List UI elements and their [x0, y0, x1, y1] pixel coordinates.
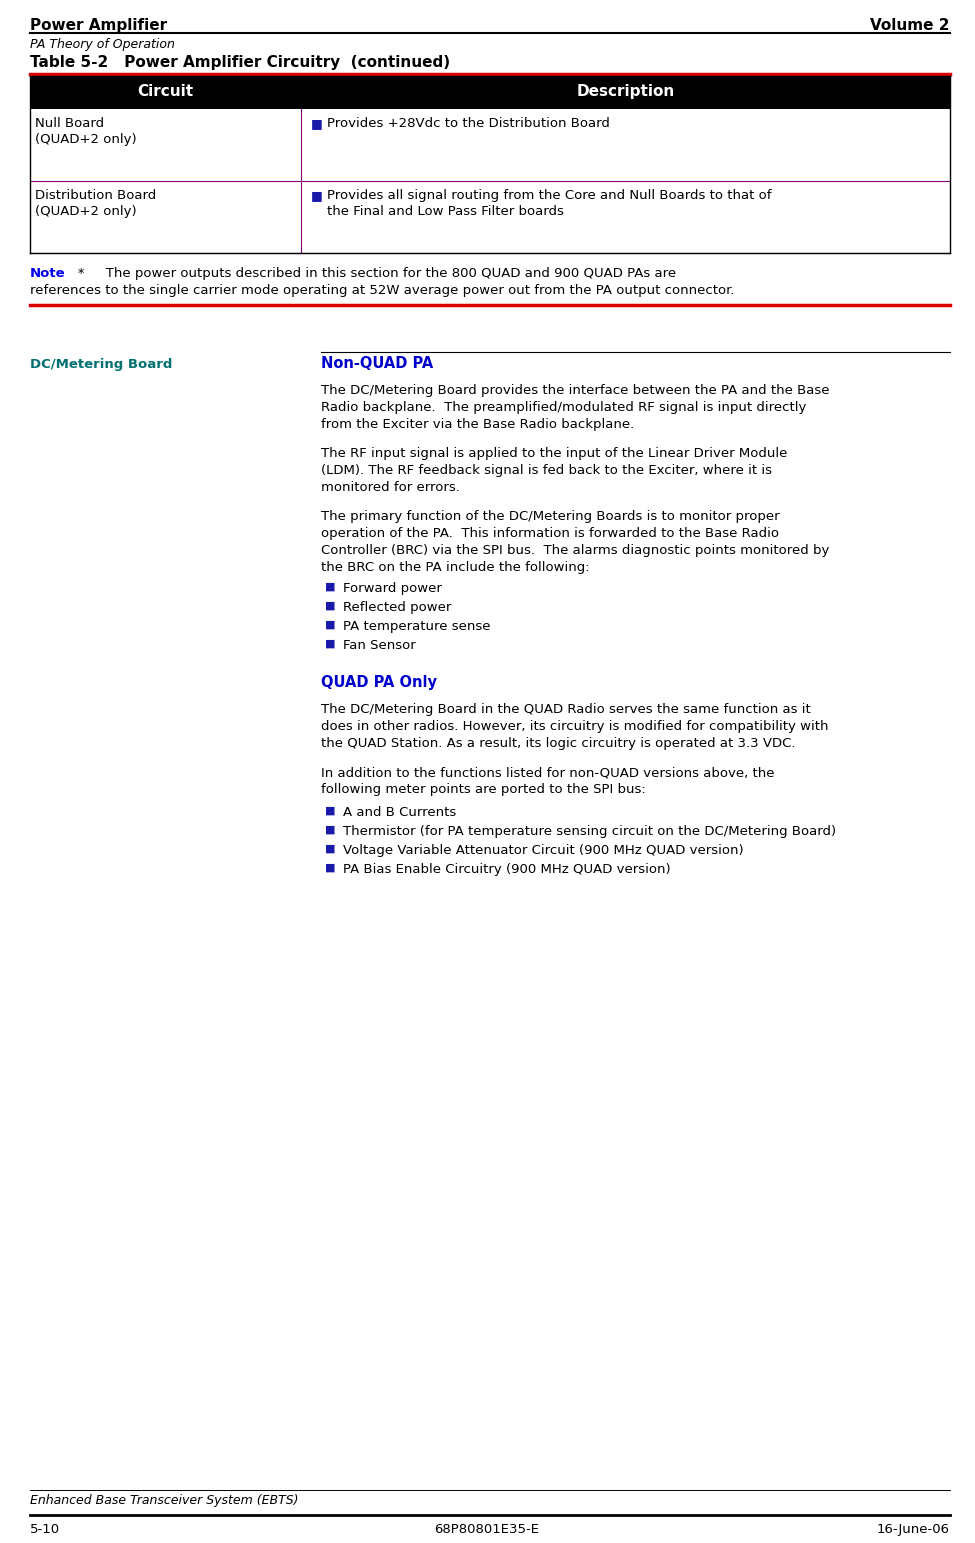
Text: Circuit: Circuit [137, 83, 194, 99]
Text: *     The power outputs described in this section for the 800 QUAD and 900 QUAD : * The power outputs described in this se… [65, 267, 676, 279]
Text: Volume 2: Volume 2 [871, 19, 950, 32]
Text: does in other radios. However, its circuitry is modified for compatibility with: does in other radios. However, its circu… [321, 721, 829, 733]
Text: Enhanced Base Transceiver System (EBTS): Enhanced Base Transceiver System (EBTS) [30, 1494, 298, 1508]
Text: ■: ■ [325, 805, 335, 816]
Text: ■: ■ [325, 863, 335, 873]
Text: (LDM). The RF feedback signal is fed back to the Exciter, where it is: (LDM). The RF feedback signal is fed bac… [321, 464, 772, 477]
Text: The DC/Metering Board in the QUAD Radio serves the same function as it: The DC/Metering Board in the QUAD Radio … [321, 704, 811, 716]
Text: The RF input signal is applied to the input of the Linear Driver Module: The RF input signal is applied to the in… [321, 447, 788, 460]
Text: from the Exciter via the Base Radio backplane.: from the Exciter via the Base Radio back… [321, 418, 635, 430]
Text: references to the single carrier mode operating at 52W average power out from th: references to the single carrier mode op… [30, 284, 734, 296]
Text: 16-June-06: 16-June-06 [877, 1523, 950, 1535]
Text: ■: ■ [311, 117, 323, 130]
Text: The primary function of the DC/Metering Boards is to monitor proper: The primary function of the DC/Metering … [321, 511, 780, 523]
Text: Note: Note [30, 267, 65, 279]
Text: ■: ■ [325, 844, 335, 853]
Text: Distribution Board: Distribution Board [35, 188, 156, 202]
Text: ■: ■ [325, 639, 335, 650]
Text: QUAD PA Only: QUAD PA Only [321, 674, 437, 690]
Text: 68P80801E35-E: 68P80801E35-E [435, 1523, 539, 1535]
Text: PA Bias Enable Circuitry (900 MHz QUAD version): PA Bias Enable Circuitry (900 MHz QUAD v… [343, 863, 671, 876]
Text: Thermistor (for PA temperature sensing circuit on the DC/Metering Board): Thermistor (for PA temperature sensing c… [343, 826, 837, 838]
Text: Reflected power: Reflected power [343, 602, 451, 614]
Text: Provides all signal routing from the Core and Null Boards to that of: Provides all signal routing from the Cor… [327, 188, 771, 202]
Text: the Final and Low Pass Filter boards: the Final and Low Pass Filter boards [327, 205, 564, 218]
Text: Power Amplifier: Power Amplifier [30, 19, 167, 32]
Text: The DC/Metering Board provides the interface between the PA and the Base: The DC/Metering Board provides the inter… [321, 384, 830, 397]
Text: ■: ■ [325, 620, 335, 630]
Text: Table 5-2: Table 5-2 [30, 56, 108, 69]
Text: the BRC on the PA include the following:: the BRC on the PA include the following: [321, 562, 590, 574]
Text: 5-10: 5-10 [30, 1523, 60, 1535]
Text: Radio backplane.  The preamplified/modulated RF signal is input directly: Radio backplane. The preamplified/modula… [321, 401, 806, 414]
Text: DC/Metering Board: DC/Metering Board [30, 358, 173, 370]
Text: Forward power: Forward power [343, 582, 442, 596]
Text: Voltage Variable Attenuator Circuit (900 MHz QUAD version): Voltage Variable Attenuator Circuit (900… [343, 844, 744, 856]
Text: ■: ■ [325, 582, 335, 593]
Text: monitored for errors.: monitored for errors. [321, 481, 460, 494]
Text: operation of the PA.  This information is forwarded to the Base Radio: operation of the PA. This information is… [321, 528, 779, 540]
Bar [30, 76, 950, 110]
Text: ■: ■ [311, 188, 323, 202]
Text: ■: ■ [325, 826, 335, 835]
Text: Non-QUAD PA: Non-QUAD PA [321, 356, 433, 370]
Text: Fan Sensor: Fan Sensor [343, 639, 415, 653]
Text: (QUAD+2 only): (QUAD+2 only) [35, 133, 136, 147]
Text: ■: ■ [325, 602, 335, 611]
Text: Power Amplifier Circuitry  (continued): Power Amplifier Circuitry (continued) [98, 56, 450, 69]
Text: PA temperature sense: PA temperature sense [343, 620, 490, 633]
Text: following meter points are ported to the SPI bus:: following meter points are ported to the… [321, 782, 645, 796]
Text: the QUAD Station. As a result, its logic circuitry is operated at 3.3 VDC.: the QUAD Station. As a result, its logic… [321, 738, 796, 750]
Text: PA Theory of Operation: PA Theory of Operation [30, 39, 175, 51]
Text: Provides +28Vdc to the Distribution Board: Provides +28Vdc to the Distribution Boar… [327, 117, 610, 130]
Text: Description: Description [576, 83, 675, 99]
Text: In addition to the functions listed for non-QUAD versions above, the: In addition to the functions listed for … [321, 765, 774, 779]
Text: A and B Currents: A and B Currents [343, 805, 456, 819]
Text: Null Board: Null Board [35, 117, 104, 130]
Text: (QUAD+2 only): (QUAD+2 only) [35, 205, 136, 218]
Text: Controller (BRC) via the SPI bus.  The alarms diagnostic points monitored by: Controller (BRC) via the SPI bus. The al… [321, 545, 830, 557]
